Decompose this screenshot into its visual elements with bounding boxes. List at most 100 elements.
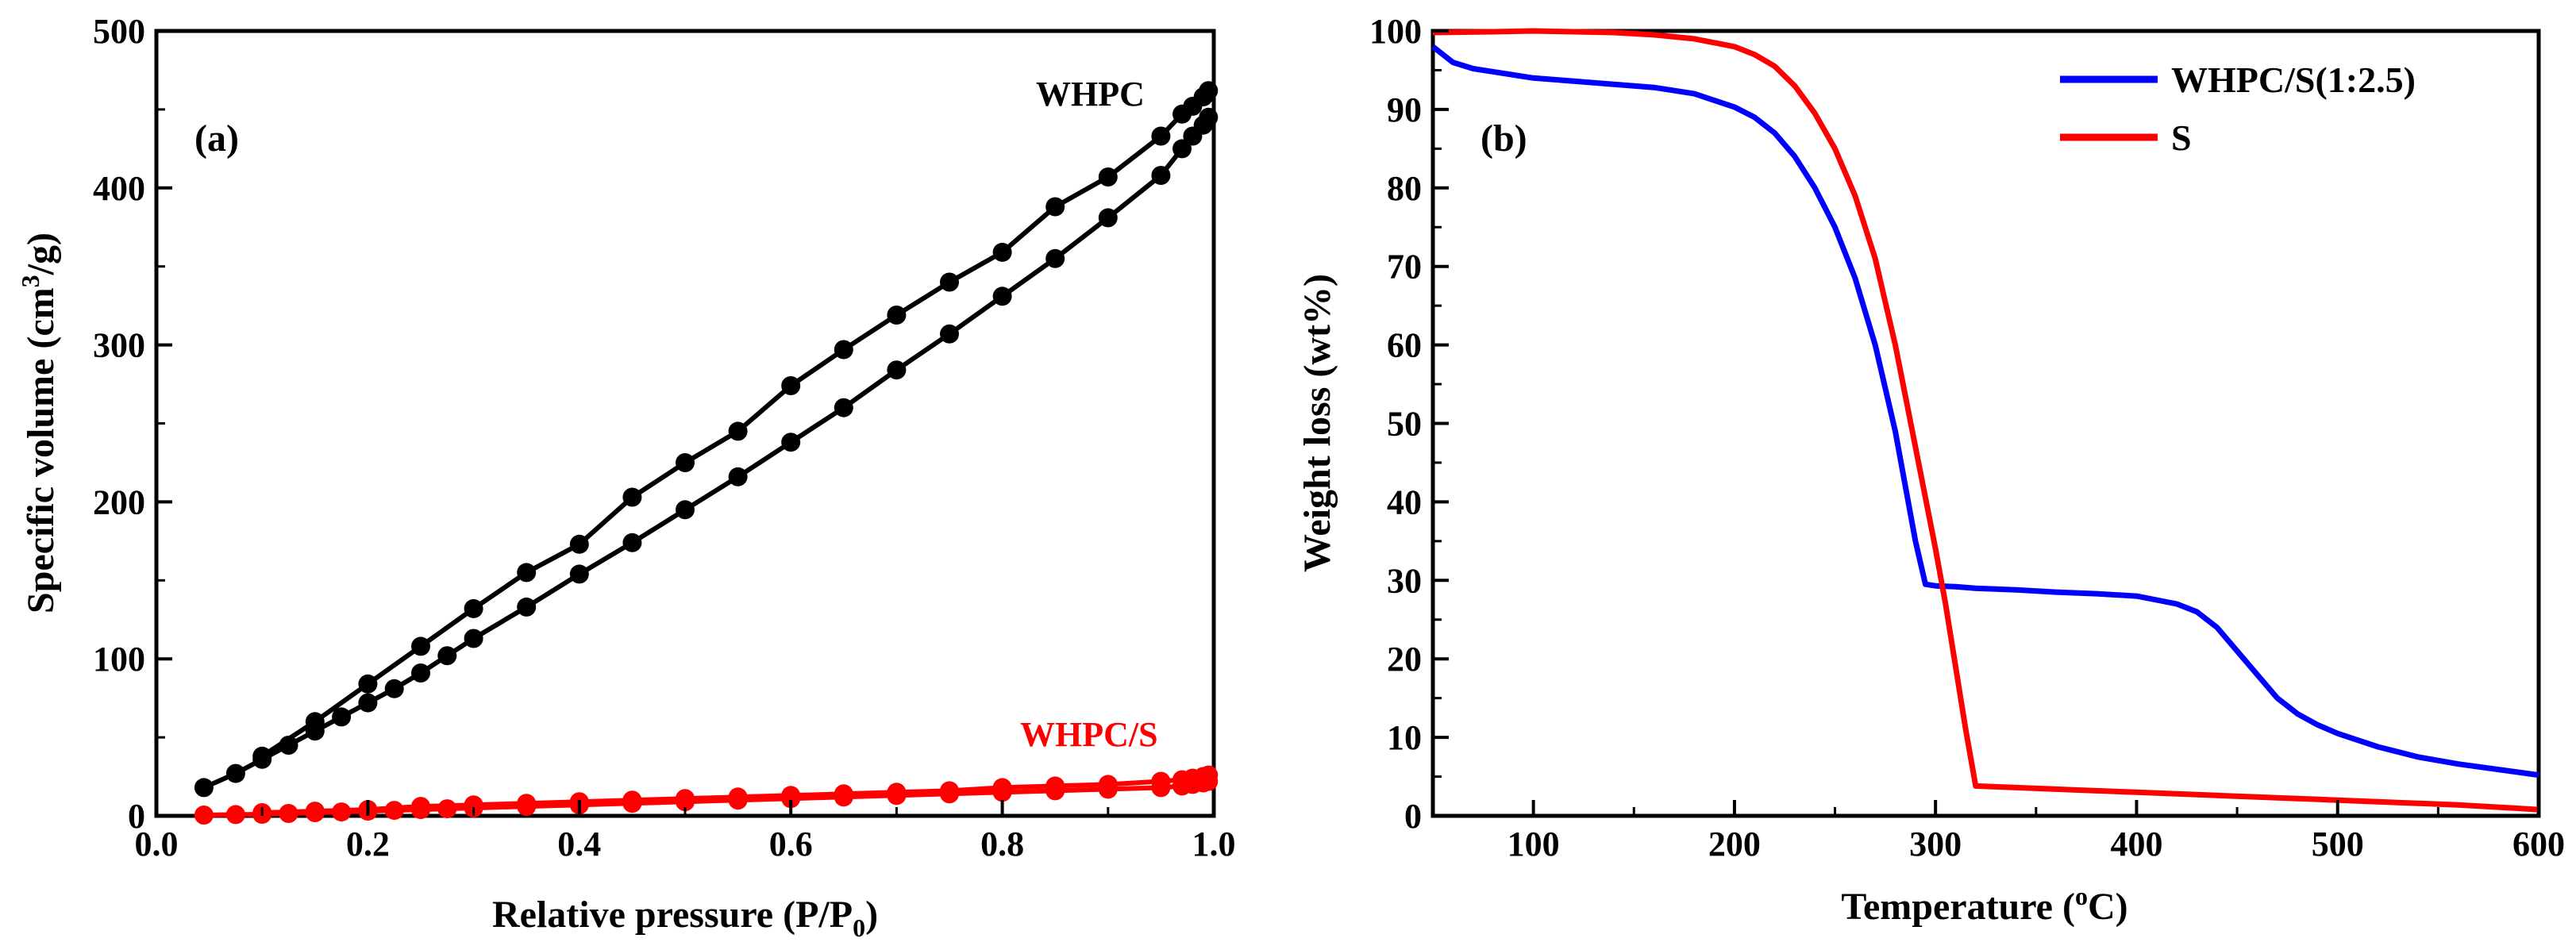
series-group-a [194, 81, 1219, 825]
y-tick-label-1-0: 0 [1404, 797, 1422, 836]
y-tick-label-0-0: 0 [128, 797, 145, 836]
data-point-whpc-desorption-10 [834, 340, 853, 360]
x-tick-label-0-3: 0.6 [769, 825, 813, 863]
data-point-whpc-s-adsorption-1 [225, 805, 245, 825]
series-line-whpc-s-1-2-5- [1430, 44, 2539, 779]
x-tick-label-0-5: 1.0 [1192, 825, 1236, 863]
data-point-whpc-s-desorption-14 [622, 790, 642, 810]
data-point-whpc-adsorption-27 [1199, 107, 1219, 127]
data-point-whpc-desorption-17 [464, 598, 483, 618]
data-point-whpc-adsorption-1 [225, 763, 245, 783]
data-point-whpc-desorption-7 [992, 242, 1012, 262]
legend-label-whpc-s: WHPC/S(1:2.5) [2171, 60, 2416, 100]
y-tick-label-1-8: 80 [1387, 169, 1422, 208]
y-tick-label-0-3: 300 [93, 326, 145, 365]
data-point-whpc-s-desorption-12 [728, 787, 748, 807]
data-point-whpc-adsorption-17 [834, 398, 853, 417]
x-tick-label-1-2: 300 [1909, 825, 1962, 863]
series-line-s [1432, 28, 2539, 813]
data-point-whpc-adsorption-10 [464, 629, 483, 648]
data-point-whpc-s-desorption-11 [781, 786, 801, 806]
data-point-whpc-s-desorption-8 [940, 781, 959, 801]
y-tick-label-1-7: 70 [1387, 248, 1422, 286]
data-point-whpc-adsorption-21 [1045, 248, 1065, 268]
y-tick-label-0-4: 400 [93, 169, 145, 208]
data-point-whpc-desorption-11 [781, 376, 801, 395]
data-point-whpc-desorption-4 [1151, 126, 1171, 146]
panel-label-b: (b) [1481, 117, 1527, 160]
data-point-whpc-s-desorption-7 [992, 778, 1012, 798]
series-line-whpc-desorption [260, 89, 1211, 759]
y-axis-label-b: Weight loss (wt%) [1296, 274, 1338, 572]
x-tick-label-0-2: 0.4 [557, 825, 601, 863]
data-point-whpc-s-desorption-9 [887, 783, 907, 802]
axis-ticks-b: 100 200 300 400 500 600 0 10 20 30 40 50 60 70 80 90 100 [1369, 12, 2565, 863]
x-tick-label-0-4: 0.8 [980, 825, 1024, 863]
data-point-whpc-desorption-18 [411, 636, 430, 656]
data-point-whpc-desorption-9 [887, 306, 907, 325]
legend-label-s: S [2171, 117, 2192, 158]
data-point-whpc-s-adsorption-9 [437, 799, 457, 819]
axis-ticks-a: 0.0 0.2 0.4 0.6 0.8 1.0 0 100 200 300 400 500 [93, 12, 1236, 863]
series-label-whpc: WHPC [1036, 75, 1145, 113]
y-axis-label-a: Specific volume (cm3/g) [16, 233, 62, 613]
chart-panel-a: 0.0 0.2 0.4 0.6 0.8 1.0 0 100 200 300 400 500 (a) R… [16, 12, 1236, 942]
data-point-whpc-desorption-5 [1098, 167, 1118, 187]
data-point-whpc-adsorption-9 [437, 646, 457, 666]
data-point-whpc-adsorption-7 [384, 679, 404, 698]
data-point-whpc-s-desorption-16 [517, 794, 537, 813]
data-point-whpc-desorption-19 [358, 674, 378, 694]
panel-label-a: (a) [194, 117, 239, 160]
series-label-whpc-s: WHPC/S [1020, 715, 1158, 754]
x-tick-label-1-0: 100 [1507, 825, 1560, 863]
data-point-whpc-adsorption-16 [781, 433, 801, 452]
y-tick-label-0-1: 100 [93, 640, 145, 679]
data-point-whpc-desorption-6 [1045, 197, 1065, 217]
data-point-whpc-adsorption-8 [411, 663, 430, 683]
data-point-whpc-desorption-20 [305, 712, 325, 732]
x-tick-label-1-3: 400 [2110, 825, 2162, 863]
y-tick-label-1-4: 40 [1387, 483, 1422, 521]
x-tick-label-1-1: 200 [1708, 825, 1761, 863]
data-point-whpc-adsorption-12 [569, 564, 589, 584]
data-point-whpc-s-desorption-18 [411, 797, 430, 817]
y-tick-label-1-3: 30 [1387, 561, 1422, 600]
data-point-whpc-s-desorption-17 [464, 795, 483, 815]
legend-b: WHPC/S(1:2.5) S [2060, 60, 2416, 158]
y-tick-label-1-6: 60 [1387, 326, 1422, 365]
data-point-whpc-s-desorption-4 [1151, 771, 1171, 791]
data-point-whpc-s-desorption-6 [1045, 776, 1065, 796]
data-point-whpc-adsorption-13 [622, 533, 642, 552]
data-point-whpc-desorption-8 [940, 272, 959, 292]
x-tick-label-0-0: 0.0 [135, 825, 179, 863]
series-line-whpc-s-desorption [262, 772, 1210, 815]
y-tick-label-1-2: 20 [1387, 640, 1422, 679]
data-point-whpc-s-adsorption-0 [194, 806, 214, 825]
data-point-whpc-desorption-13 [676, 453, 695, 472]
chart-panel-b: 100 200 300 400 500 6000102030405060708090100… [1296, 12, 2565, 928]
data-point-whpc-adsorption-23 [1151, 166, 1171, 185]
y-tick-label-0-2: 200 [93, 483, 145, 521]
data-point-whpc-s-desorption-5 [1098, 775, 1118, 794]
plot-frame-b [1430, 29, 2541, 818]
series-group-b [1430, 28, 2539, 813]
data-point-whpc-desorption-15 [569, 534, 589, 554]
data-point-whpc-adsorption-5 [332, 707, 352, 727]
data-point-whpc-adsorption-14 [676, 500, 695, 520]
data-point-whpc-desorption-14 [622, 487, 642, 507]
x-axis-label-a: Relative pressure (P/P0) [492, 894, 878, 942]
data-point-whpc-desorption-3 [1172, 104, 1192, 124]
data-point-whpc-adsorption-6 [358, 693, 378, 713]
data-point-whpc-s-desorption-10 [834, 784, 853, 804]
y-tick-label-1-1: 10 [1387, 718, 1422, 757]
series-line-whpc-adsorption [202, 116, 1211, 790]
x-axis-label-b: Temperature (oC) [1841, 882, 2127, 928]
x-tick-label-1-5: 600 [2512, 825, 2565, 863]
data-point-whpc-desorption-21 [252, 746, 272, 766]
data-point-whpc-adsorption-19 [940, 324, 959, 344]
data-point-whpc-adsorption-22 [1098, 208, 1118, 228]
y-tick-label-1-10: 100 [1369, 12, 1422, 51]
data-point-whpc-adsorption-24 [1172, 139, 1192, 159]
y-tick-label-0-5: 500 [93, 12, 145, 51]
